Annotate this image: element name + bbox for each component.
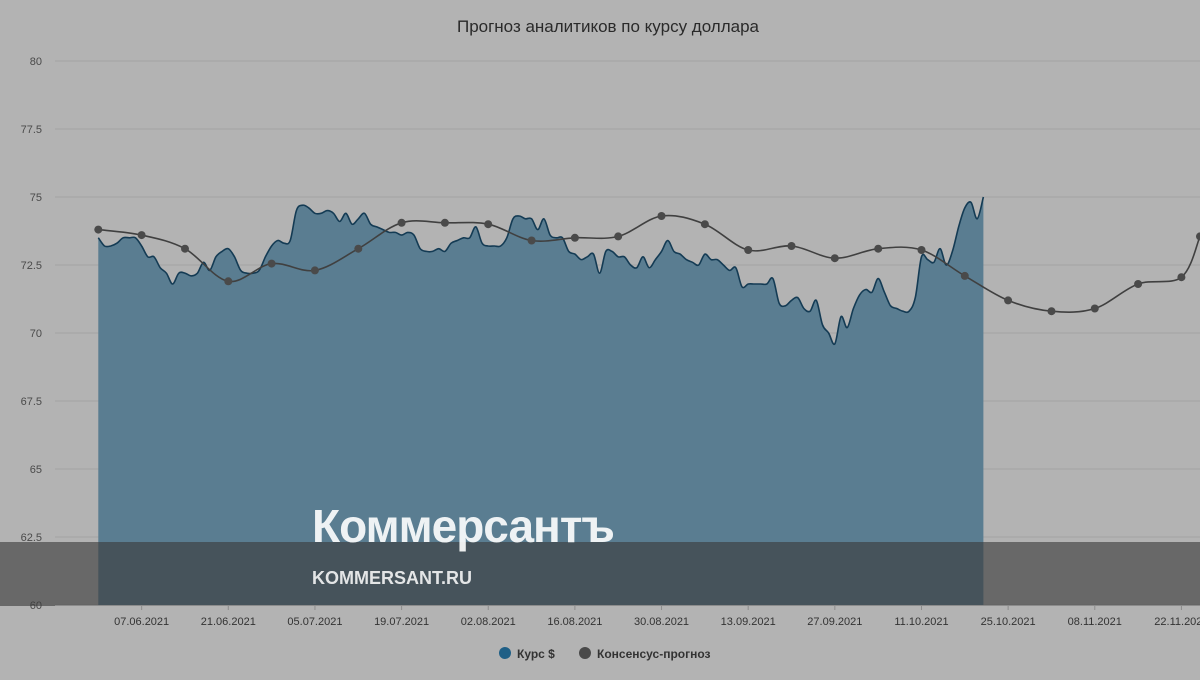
legend-item-consensus[interactable]: Консенсус-прогноз	[579, 647, 711, 661]
consensus-point	[224, 277, 233, 286]
consensus-point	[960, 271, 969, 280]
y-tick-label: 62.5	[21, 532, 42, 544]
consensus-point	[570, 233, 579, 242]
legend-marker-kurs	[499, 647, 511, 659]
consensus-point	[614, 232, 623, 241]
y-tick-label: 67.5	[21, 396, 42, 408]
watermark-url: KOMMERSANT.RU	[312, 568, 472, 588]
x-axis: 07.06.2021 21.06.2021 05.07.2021 19.07.2021…	[55, 605, 1200, 628]
y-tick-label: 77.5	[21, 124, 42, 136]
consensus-point	[1047, 307, 1056, 316]
consensus-point	[1004, 296, 1013, 305]
legend-item-kurs[interactable]: Курс $	[499, 647, 555, 661]
consensus-point	[397, 218, 406, 227]
y-tick-label: 80	[30, 56, 42, 68]
x-tick-label: 07.06.2021	[114, 616, 169, 628]
consensus-point	[1177, 273, 1186, 282]
x-tick-label: 25.10.2021	[981, 616, 1036, 628]
x-tick-label: 11.10.2021	[894, 616, 948, 628]
x-tick-label: 19.07.2021	[374, 616, 429, 628]
x-tick-label: 05.07.2021	[287, 616, 342, 628]
y-tick-label: 75	[30, 192, 42, 204]
consensus-point	[137, 231, 146, 240]
consensus-point	[440, 218, 449, 227]
legend-label-kurs: Курс $	[517, 647, 555, 661]
consensus-point	[1090, 304, 1099, 313]
x-tick-label: 22.11.2021	[1154, 616, 1200, 628]
x-tick-label: 27.09.2021	[807, 616, 862, 628]
consensus-point	[1196, 232, 1200, 241]
watermark-band	[0, 542, 1200, 606]
area-line-kurs	[97, 196, 985, 346]
legend-label-consensus: Консенсус-прогноз	[597, 647, 711, 661]
y-tick-label: 72.5	[21, 260, 42, 272]
consensus-point	[181, 244, 189, 253]
legend-marker-consensus	[579, 647, 591, 659]
area-fill-kurs	[98, 197, 984, 605]
watermark-overlay: Коммерсантъ KOMMERSANT.RU	[0, 500, 1200, 606]
series-kurs	[97, 196, 985, 605]
chart-title: Прогноз аналитиков по курсу доллара	[457, 17, 760, 36]
consensus-point	[787, 242, 796, 250]
consensus-point	[657, 212, 666, 220]
x-tick-label: 16.08.2021	[547, 616, 602, 628]
x-tick-label: 13.09.2021	[721, 616, 776, 628]
consensus-point	[700, 220, 709, 229]
series-consensus	[94, 212, 1200, 316]
y-tick-label: 70	[30, 328, 42, 340]
legend: Курс $ Консенсус-прогноз	[499, 647, 711, 661]
consensus-point	[917, 246, 926, 254]
watermark-brand: Коммерсантъ	[312, 500, 614, 552]
consensus-point	[830, 254, 839, 263]
x-tick-label: 30.08.2021	[634, 616, 689, 628]
consensus-point	[874, 244, 883, 253]
consensus-point	[94, 225, 103, 234]
consensus-point	[744, 246, 753, 254]
consensus-point	[354, 244, 363, 253]
y-tick-label: 65	[30, 464, 42, 476]
consensus-point	[310, 266, 319, 275]
x-tick-label: 02.08.2021	[461, 616, 516, 628]
consensus-point	[527, 236, 536, 245]
x-tick-label: 08.11.2021	[1068, 616, 1122, 628]
x-tick-label: 21.06.2021	[201, 616, 256, 628]
consensus-point	[484, 220, 493, 229]
consensus-point	[1134, 280, 1143, 288]
consensus-point	[267, 259, 276, 268]
